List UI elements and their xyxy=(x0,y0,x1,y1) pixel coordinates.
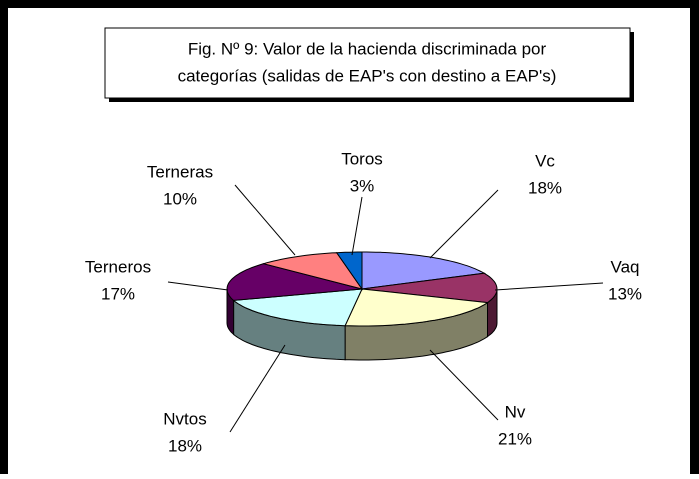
slice-value-label: 10% xyxy=(163,189,197,208)
chart-title: Fig. Nº 9: Valor de la hacienda discrimi… xyxy=(188,39,547,58)
leader-line xyxy=(494,282,604,291)
slice-label: Terneras xyxy=(147,162,213,181)
slice-label: Toros xyxy=(341,149,383,168)
leader-line xyxy=(229,344,286,433)
leader-line xyxy=(167,281,229,291)
leader-line xyxy=(351,196,363,256)
slice-value-label: 21% xyxy=(498,429,532,448)
slice-value-label: 18% xyxy=(168,436,202,455)
pie-slice xyxy=(335,251,363,291)
slice-label: Nv xyxy=(505,402,526,421)
pie-slice xyxy=(226,263,363,301)
chart-title: categorías (salidas de EAP's con destino… xyxy=(178,66,557,85)
slice-value-label: 17% xyxy=(101,284,135,303)
slice-value-label: 13% xyxy=(608,284,642,303)
pie-slice xyxy=(361,272,498,304)
leader-line xyxy=(429,349,499,421)
title-box xyxy=(104,27,631,99)
slice-label: Terneros xyxy=(85,257,151,276)
pie-slice xyxy=(261,252,364,290)
pie-slice xyxy=(361,251,486,290)
pie-slice xyxy=(344,288,489,327)
pie-slice xyxy=(232,288,363,327)
leader-line xyxy=(234,184,296,256)
slice-value-label: 3% xyxy=(350,176,375,195)
slice-label: Vc xyxy=(535,151,555,170)
slice-label: Nvtos xyxy=(163,409,206,428)
slice-label: Vaq xyxy=(611,257,640,276)
slice-value-label: 18% xyxy=(528,178,562,197)
leader-line xyxy=(429,189,499,259)
